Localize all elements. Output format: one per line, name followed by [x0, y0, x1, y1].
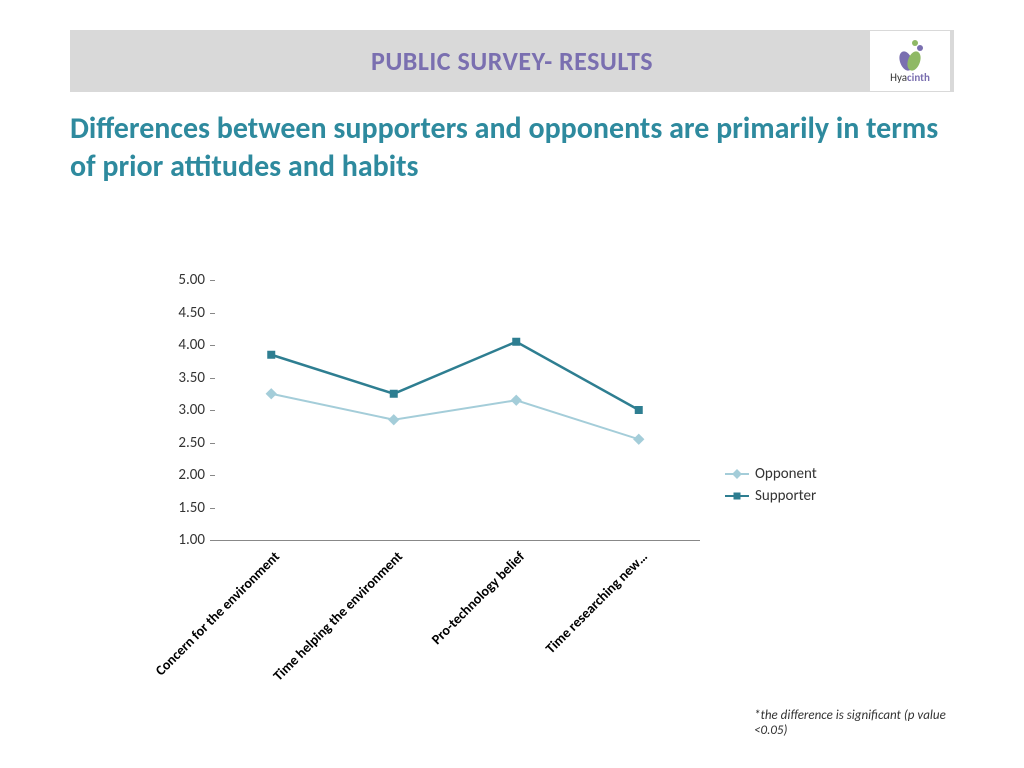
footnote: *the difference is significant (p value … [754, 708, 974, 738]
legend-marker-icon [732, 469, 742, 479]
chart: 5.004.504.003.503.002.502.001.501.00Conc… [155, 270, 875, 560]
y-tick-mark [210, 475, 215, 476]
y-tick-label: 1.00 [155, 531, 205, 549]
y-tick-mark [210, 443, 215, 444]
y-tick-label: 3.00 [155, 401, 205, 419]
chart-lines [210, 280, 700, 540]
series-marker [390, 390, 398, 398]
legend-line-icon [725, 495, 749, 497]
y-tick-mark [210, 280, 215, 281]
y-tick-mark [210, 378, 215, 379]
y-tick-mark [210, 313, 215, 314]
logo: Hyacinth [870, 31, 950, 91]
x-category-label: Pro-technology belief [375, 548, 528, 701]
x-category-label: Time helping the environment [252, 548, 405, 701]
header-bar: PUBLIC SURVEY- RESULTS Hyacinth [70, 30, 954, 92]
legend-line-icon [725, 473, 749, 475]
subtitle: Differences between supporters and oppon… [70, 110, 954, 185]
legend-label: Opponent [755, 465, 817, 483]
y-tick-label: 3.50 [155, 369, 205, 387]
plot-area: 5.004.504.003.503.002.502.001.501.00Conc… [210, 280, 700, 541]
legend-item: Opponent [725, 465, 817, 483]
hyacinth-icon [892, 39, 928, 71]
y-tick-label: 2.50 [155, 434, 205, 452]
logo-text: Hyacinth [890, 71, 930, 84]
y-tick-label: 1.50 [155, 499, 205, 517]
y-tick-mark [210, 410, 215, 411]
y-tick-label: 4.50 [155, 304, 205, 322]
y-tick-mark [210, 508, 215, 509]
series-marker [511, 395, 522, 406]
series-marker [267, 351, 275, 359]
x-category-label: Concern for the environment [130, 548, 283, 701]
legend-label: Supporter [755, 487, 816, 505]
series-marker [633, 434, 644, 445]
legend: Opponent Supporter [725, 465, 817, 509]
legend-item: Supporter [725, 487, 817, 505]
series-line [271, 342, 639, 410]
series-marker [635, 406, 643, 414]
series-line [271, 394, 639, 440]
series-marker [512, 338, 520, 346]
y-tick-label: 2.00 [155, 466, 205, 484]
series-marker [388, 414, 399, 425]
y-tick-label: 5.00 [155, 271, 205, 289]
x-category-label: Time researching new… [497, 548, 650, 701]
y-tick-mark [210, 540, 215, 541]
legend-marker-icon [734, 493, 741, 500]
series-marker [266, 388, 277, 399]
header-title: PUBLIC SURVEY- RESULTS [371, 45, 653, 77]
y-tick-label: 4.00 [155, 336, 205, 354]
y-tick-mark [210, 345, 215, 346]
